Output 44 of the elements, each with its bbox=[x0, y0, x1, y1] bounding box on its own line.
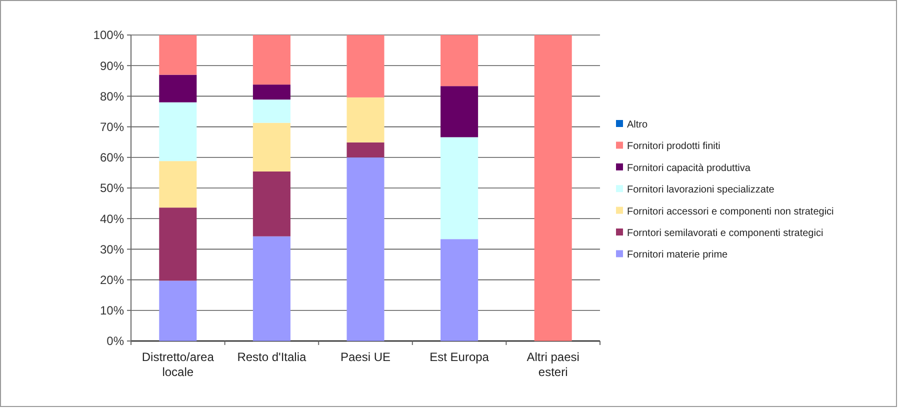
x-tick-label: Paesi UE bbox=[340, 350, 391, 364]
bar bbox=[252, 122, 290, 172]
bar bbox=[252, 84, 290, 100]
bar bbox=[252, 100, 290, 123]
bar bbox=[159, 161, 197, 208]
bar bbox=[159, 35, 197, 75]
legend-label: Fornitori lavorazioni specializzate bbox=[627, 184, 775, 196]
bar bbox=[440, 137, 478, 240]
x-tick-label: Resto d'Italia bbox=[237, 350, 307, 364]
y-tick-label: 60% bbox=[100, 150, 124, 165]
legend-label: Forntori semilavorati e componenti strategici bbox=[627, 228, 824, 239]
bar bbox=[252, 35, 290, 85]
y-tick-label: 30% bbox=[100, 242, 124, 256]
bar bbox=[159, 74, 197, 102]
bar bbox=[346, 142, 384, 158]
bar bbox=[534, 35, 572, 341]
y-tick-label: 10% bbox=[100, 304, 124, 318]
y-tick-label: 0% bbox=[106, 334, 124, 348]
legend-label: Altro bbox=[627, 120, 648, 130]
bar bbox=[252, 171, 290, 236]
x-tick-label: Altri paesi esteri bbox=[526, 350, 580, 379]
bar bbox=[346, 157, 384, 341]
y-tick-label: 80% bbox=[100, 89, 124, 104]
x-tick-label: Distretto/area locale bbox=[142, 350, 214, 379]
bar bbox=[346, 35, 384, 98]
bar bbox=[159, 102, 197, 162]
bar bbox=[440, 239, 478, 341]
x-tick-label: Est Europa bbox=[430, 350, 490, 364]
bar bbox=[440, 35, 478, 86]
bar bbox=[346, 97, 384, 142]
y-tick-label: 90% bbox=[100, 58, 124, 73]
legend-label: Fornitori accessori e componenti non strategici bbox=[627, 206, 834, 218]
legend-label: Fornitori materie prime bbox=[627, 250, 728, 261]
y-tick-label: 50% bbox=[100, 181, 124, 196]
bar bbox=[440, 86, 478, 138]
y-tick-label: 70% bbox=[100, 120, 124, 134]
y-tick-label: 40% bbox=[100, 212, 124, 226]
bar bbox=[159, 280, 197, 341]
bar bbox=[252, 236, 290, 341]
bar bbox=[159, 208, 197, 281]
y-tick-label: 20% bbox=[100, 273, 124, 287]
legend-label: Fornitori prodotti finiti bbox=[627, 141, 720, 152]
legend-label: Fornitori capacità produttiva bbox=[627, 162, 751, 174]
y-tick-label: 100% bbox=[93, 28, 124, 42]
